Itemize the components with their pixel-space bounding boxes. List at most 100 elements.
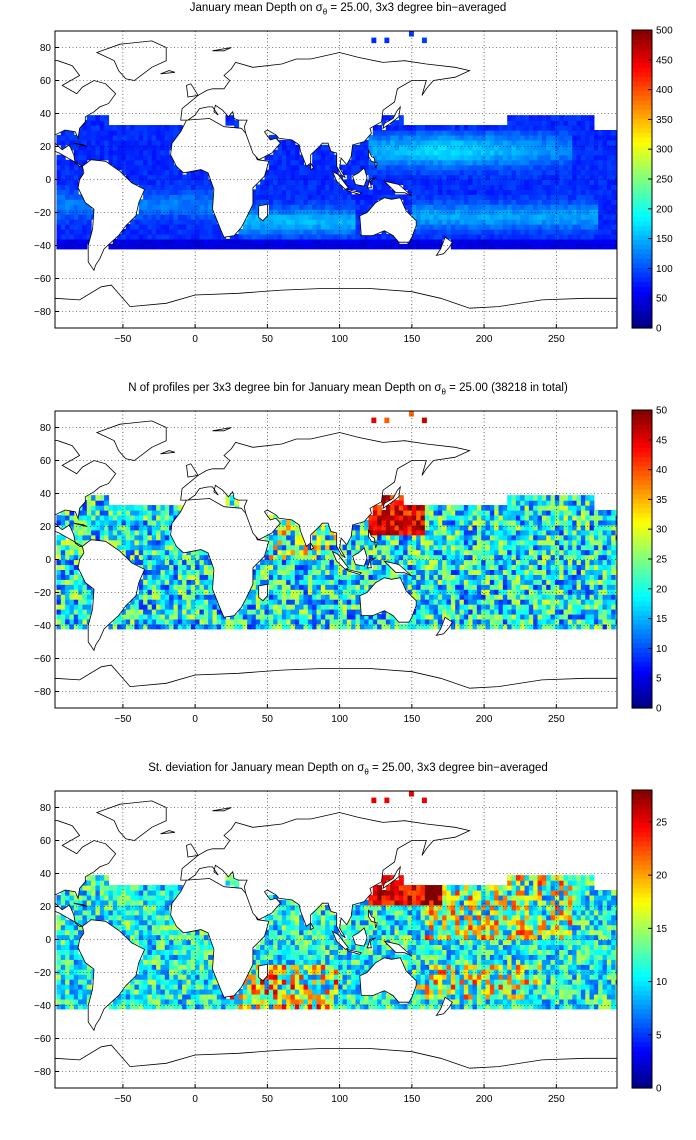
- data-bin: [450, 134, 456, 141]
- data-bin: [177, 609, 183, 615]
- data-bin: [554, 539, 560, 546]
- data-bin: [286, 199, 292, 205]
- data-bin: [606, 174, 612, 181]
- data-bin: [537, 534, 543, 541]
- data-bin: [476, 199, 482, 205]
- data-bin: [134, 224, 140, 230]
- data-bin: [524, 149, 530, 156]
- coastline: [368, 149, 378, 169]
- data-bin: [264, 179, 270, 186]
- data-bin: [160, 204, 166, 210]
- data-bin: [463, 613, 469, 620]
- data-bin: [407, 144, 413, 151]
- data-bin: [112, 519, 118, 526]
- data-bin: [329, 179, 335, 186]
- data-bin: [424, 130, 430, 136]
- data-bin: [56, 219, 62, 225]
- data-bin: [498, 149, 504, 156]
- data-bin: [476, 623, 482, 630]
- data-bin: [281, 204, 287, 210]
- data-bin: [541, 169, 547, 176]
- data-bin: [502, 534, 508, 541]
- data-bin: [537, 529, 543, 536]
- data-bin: [476, 559, 482, 566]
- data-bin: [494, 130, 500, 136]
- coastline: [258, 203, 268, 222]
- data-bin: [611, 609, 617, 615]
- data-bin: [160, 569, 166, 575]
- data-bin: [446, 529, 452, 536]
- data-bin: [494, 529, 500, 536]
- data-bin: [143, 618, 149, 625]
- data-bin: [559, 130, 565, 136]
- data-bin: [472, 159, 478, 166]
- data-bin: [446, 130, 452, 136]
- data-bin: [182, 174, 188, 181]
- data-bin: [572, 199, 578, 205]
- data-bin: [147, 524, 153, 531]
- data-bin: [151, 519, 157, 526]
- data-bin: [160, 238, 166, 245]
- data-bin: [338, 229, 344, 235]
- data-bin: [459, 574, 465, 580]
- data-bin: [611, 554, 617, 561]
- data-bin: [580, 554, 586, 561]
- data-bin: [593, 549, 599, 556]
- data-bin: [286, 224, 292, 230]
- data-bin: [554, 154, 560, 161]
- data-bin: [598, 539, 604, 546]
- data-bin: [338, 599, 344, 605]
- data-bin: [351, 564, 357, 570]
- data-bin: [459, 243, 465, 250]
- data-bin: [567, 174, 573, 181]
- data-bin: [615, 594, 617, 600]
- data-bin: [186, 609, 192, 615]
- data-bin: [247, 243, 253, 250]
- data-bin: [502, 209, 508, 215]
- data-bin: [385, 618, 391, 625]
- data-bin: [554, 534, 560, 541]
- data-bin: [502, 559, 508, 566]
- data-bin: [290, 534, 296, 541]
- data-bin: [589, 579, 595, 585]
- data-bin: [299, 613, 305, 620]
- data-bin: [533, 229, 539, 235]
- data-bin: [195, 569, 201, 575]
- data-bin: [537, 554, 543, 561]
- data-bin: [364, 549, 370, 556]
- data-bin: [264, 174, 270, 181]
- data-bin: [377, 233, 383, 240]
- data-bin: [56, 554, 62, 561]
- data-bin: [437, 209, 443, 215]
- data-bin: [286, 564, 292, 570]
- data-bin: [541, 609, 547, 615]
- data-bin: [160, 184, 166, 190]
- data-bin: [355, 579, 361, 585]
- data-bin: [541, 618, 547, 625]
- data-bin: [82, 618, 88, 625]
- data-bin: [294, 623, 300, 630]
- data-bin: [56, 204, 62, 210]
- data-bin: [533, 569, 539, 575]
- data-bin: [528, 233, 534, 240]
- data-bin: [576, 134, 582, 141]
- data-bin: [403, 174, 409, 181]
- data-bin: [459, 219, 465, 225]
- data-bin: [459, 159, 465, 166]
- data-bin: [164, 139, 170, 146]
- data-bin: [216, 609, 222, 615]
- data-bin: [602, 154, 608, 161]
- data-bin: [546, 549, 552, 556]
- data-bin: [359, 524, 365, 531]
- data-bin: [407, 209, 413, 215]
- data-bin: [190, 233, 196, 240]
- data-bin: [476, 224, 482, 230]
- data-bin: [359, 233, 365, 240]
- colorbar-swatch: [632, 62, 652, 68]
- data-bin: [60, 549, 66, 556]
- colorbar-swatch: [632, 123, 652, 129]
- data-bin: [489, 604, 495, 610]
- data-bin: [533, 564, 539, 570]
- data-bin: [277, 189, 283, 195]
- data-bin: [368, 584, 374, 590]
